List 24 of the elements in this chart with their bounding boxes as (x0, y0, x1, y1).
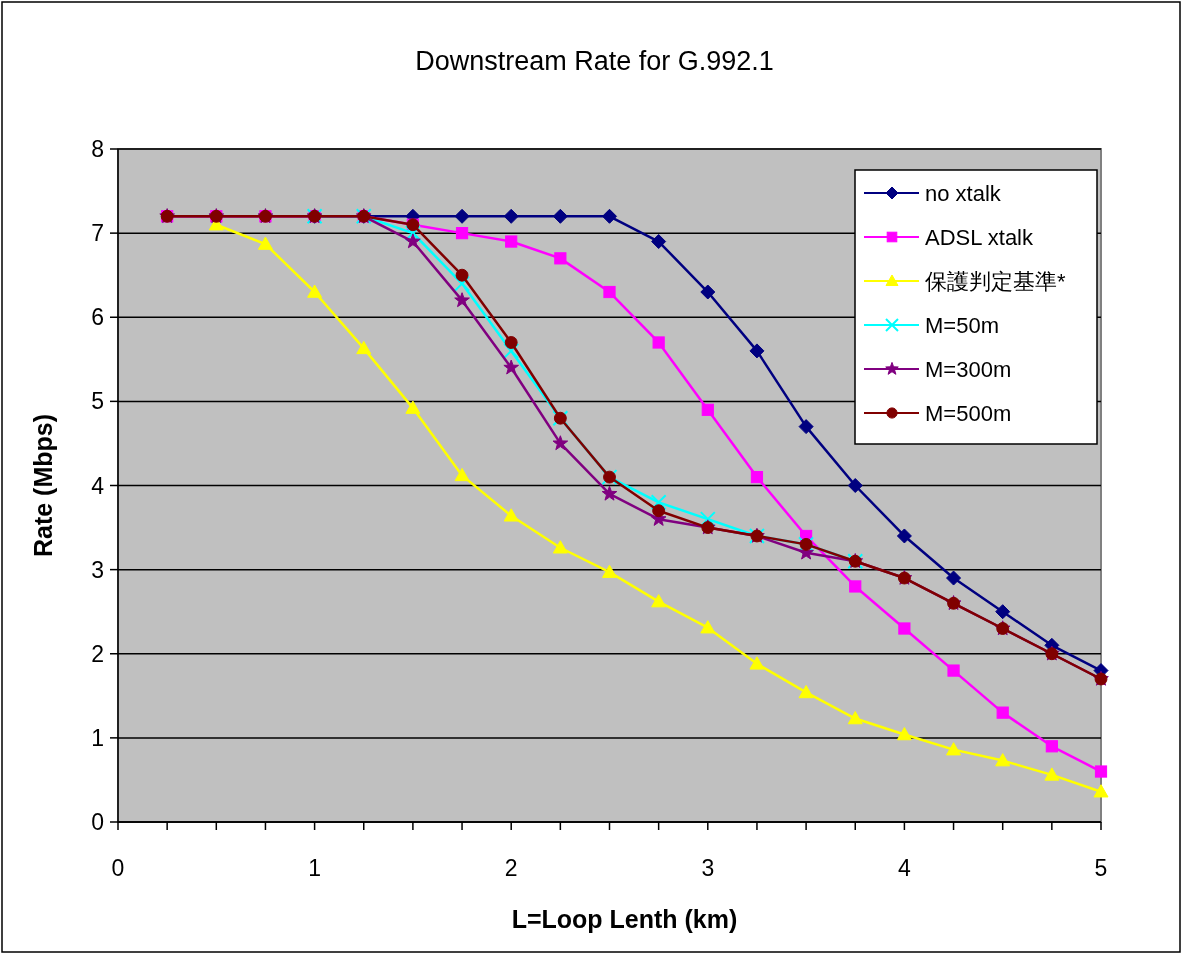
y-tick-label: 7 (91, 220, 104, 247)
y-tick-label: 5 (91, 388, 104, 415)
y-axis-title: Rate (Mbps) (29, 413, 57, 558)
y-tick-label: 0 (91, 809, 104, 835)
x-tick-label: 3 (701, 855, 715, 881)
legend-label: M=50m (925, 313, 999, 338)
legend-label: 保護判定基準* (925, 269, 1066, 294)
y-tick-label: 1 (91, 724, 104, 751)
y-tick-label: 4 (91, 472, 105, 499)
y-tick-label: 6 (91, 304, 104, 331)
x-tick-label: 0 (111, 855, 125, 881)
legend-label: M=300m (925, 357, 1012, 382)
y-tick-label: 8 (91, 136, 104, 162)
legend-label: no xtalk (925, 181, 1002, 206)
legend-label: ADSL xtalk (925, 225, 1034, 250)
x-tick-label: 4 (898, 855, 911, 881)
x-tick-label: 2 (504, 855, 518, 881)
y-tick-label: 2 (91, 640, 104, 667)
x-axis-title: L=Loop Lenth (km) (511, 905, 738, 933)
legend-label: M=500m (925, 401, 1012, 426)
chart-title: Downstream Rate for G.992.1 (415, 46, 774, 76)
x-tick-label: 5 (1094, 855, 1108, 881)
x-tick-label: 1 (308, 855, 321, 881)
y-tick-label: 3 (91, 556, 104, 583)
